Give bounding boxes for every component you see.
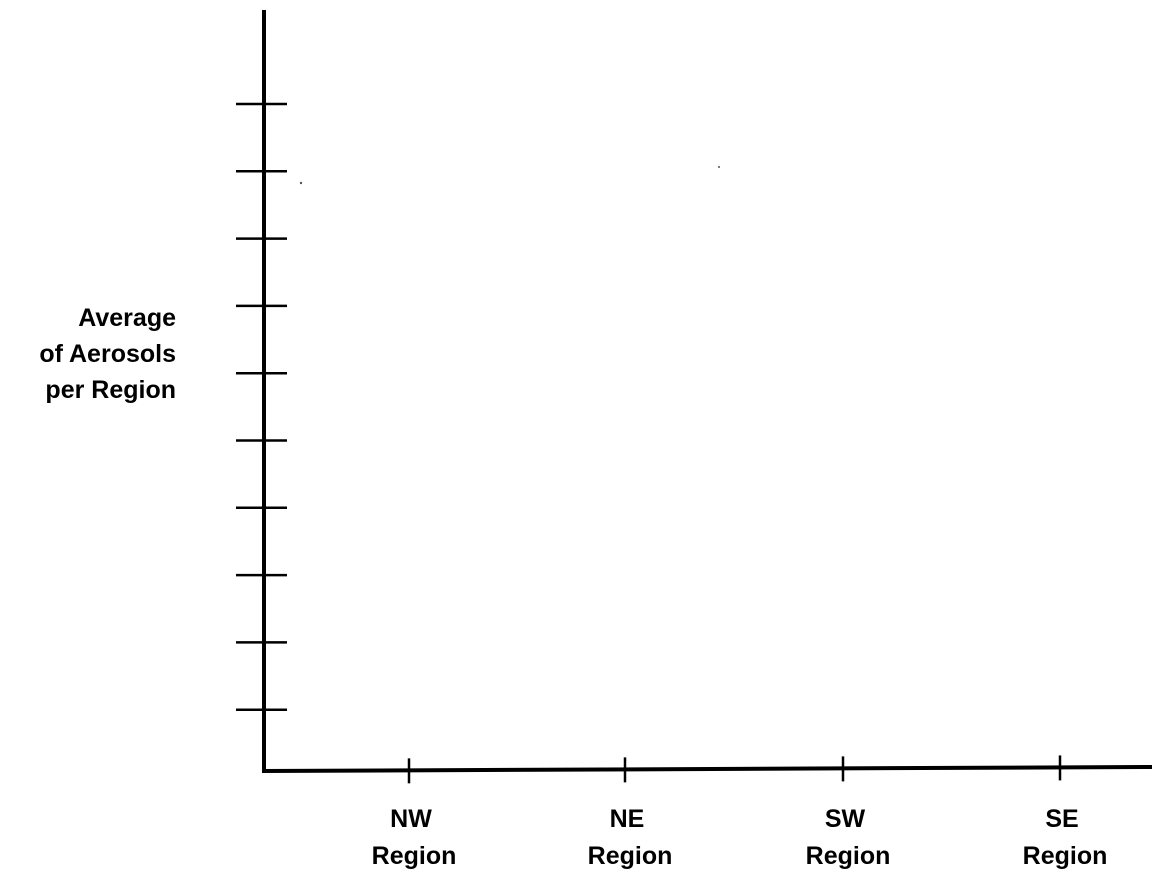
y-axis-title: Average of Aerosols per Region (39, 304, 176, 404)
x-tick-label-line: NW (390, 805, 432, 833)
y-axis-title-line: per Region (45, 376, 176, 404)
x-tick-label-line: Region (588, 842, 673, 870)
x-tick-label-line: Region (372, 842, 457, 870)
x-tick-label: SE Region (1023, 805, 1108, 870)
x-tick-label: NW Region (372, 805, 457, 870)
x-tick-label-line: NE (610, 805, 645, 833)
x-axis-tick-labels: NW Region NE Region SW Region SE Region (372, 805, 1108, 870)
x-tick-label-line: Region (1023, 842, 1108, 870)
x-tick-label: SW Region (806, 805, 891, 870)
x-tick-label: NE Region (588, 805, 673, 870)
y-axis-label: Average of Aerosols per Region (39, 304, 176, 404)
y-axis-title-line: Average (78, 304, 176, 332)
stray-speck (718, 166, 720, 168)
y-axis-title-line: of Aerosols (39, 340, 176, 368)
axes-frame (262, 10, 1152, 774)
y-axis-ticks (236, 102, 287, 711)
x-tick-label-line: SE (1045, 805, 1078, 833)
x-tick-label-line: SW (825, 805, 866, 833)
stray-speck (299, 181, 303, 185)
x-tick-label-line: Region (806, 842, 891, 870)
